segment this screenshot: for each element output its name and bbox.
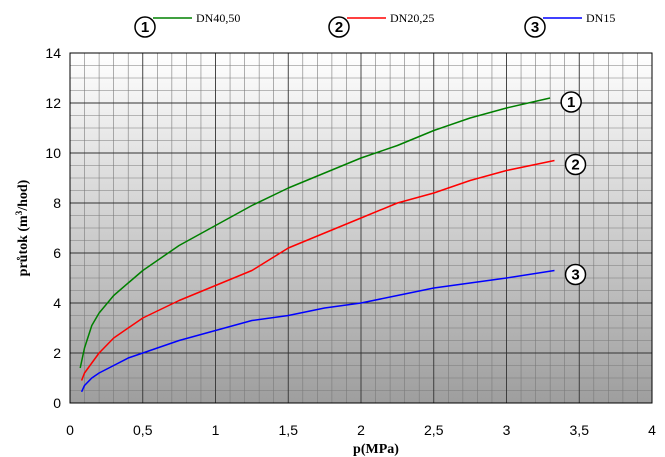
y-tick-label: 4 (53, 295, 61, 311)
legend-badge-number: 1 (141, 19, 149, 36)
legend-label: DN20,25 (390, 11, 434, 25)
y-tick-label: 14 (45, 45, 61, 61)
legend-label: DN40,50 (196, 11, 240, 25)
x-tick-label: 1,5 (279, 422, 299, 438)
legend-badge-circle (134, 16, 156, 38)
y-tick-label: 2 (53, 345, 61, 361)
x-tick-label: 4 (648, 422, 656, 438)
series-badge-circle (564, 153, 587, 176)
series-badge-circle (560, 91, 582, 113)
x-tick-label: 0,5 (133, 422, 153, 438)
y-tick-labels: 0 2 4 6 8 10 12 14 (45, 45, 61, 411)
legend-item-2: 2 DN20,25 (328, 11, 434, 38)
x-tick-label: 0 (66, 422, 74, 438)
x-tick-label: 3,5 (570, 422, 590, 438)
x-tick-label: 2 (357, 422, 365, 438)
series-badge-3: 3 (564, 263, 587, 286)
x-axis-title: p(MPa) (353, 442, 399, 457)
x-tick-label: 1 (212, 422, 220, 438)
y-axis-title-sup: 3 (14, 210, 24, 215)
legend-item-1: 1 DN40,50 (134, 11, 240, 38)
legend-badge-number: 3 (531, 19, 539, 36)
y-tick-label: 6 (53, 245, 61, 261)
series-badges: 1 2 3 (560, 91, 587, 286)
x-tick-label: 2,5 (424, 422, 444, 438)
x-tick-label: 3 (503, 422, 511, 438)
series-layer (79, 97, 555, 393)
series-badge-number: 1 (567, 94, 575, 111)
series-line-3 (80, 269, 555, 393)
plot-border (69, 52, 653, 404)
legend-label: DN15 (586, 11, 615, 25)
series-line-2 (80, 159, 555, 381)
legend-badge-circle (328, 16, 350, 38)
series-badge-circle (564, 263, 587, 286)
y-tick-label: 8 (53, 195, 61, 211)
legend: 1 DN40,50 2 DN20,25 3 DN15 (134, 11, 615, 38)
legend-badge-number: 2 (335, 19, 343, 36)
series-line-1 (79, 97, 551, 369)
y-axis-title: průtok (m3/hod) (14, 179, 31, 276)
series-badge-1: 1 (560, 91, 582, 113)
legend-item-3: 3 DN15 (524, 11, 615, 38)
y-tick-label: 0 (53, 395, 61, 411)
y-axis-title-tail: /hod) (16, 179, 31, 211)
y-axis-title-main: průtok (m (16, 215, 31, 276)
series-badge-number: 2 (571, 157, 579, 174)
legend-badge-circle (524, 16, 546, 38)
y-tick-label: 10 (45, 145, 61, 161)
series-badge-2: 2 (564, 153, 587, 176)
y-tick-label: 12 (45, 95, 61, 111)
series-badge-number: 3 (571, 267, 579, 284)
x-tick-labels: 0 0,5 1 1,5 2 2,5 3 3,5 4 (66, 422, 656, 438)
